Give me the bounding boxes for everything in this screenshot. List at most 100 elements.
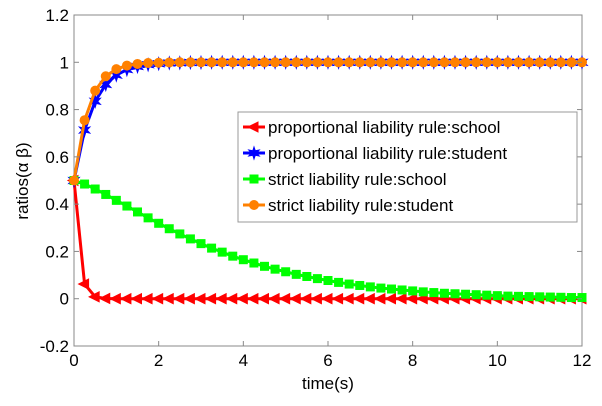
- data-point: [534, 57, 545, 68]
- data-point: [185, 234, 195, 244]
- y-tick-label: 0: [60, 290, 69, 309]
- data-point: [492, 291, 502, 301]
- data-point: [217, 247, 227, 257]
- y-tick-label: 0.4: [45, 195, 69, 214]
- data-point: [577, 293, 587, 303]
- data-point: [280, 57, 291, 68]
- data-point: [333, 57, 344, 68]
- data-point: [481, 57, 492, 68]
- x-tick-label: 8: [408, 351, 417, 370]
- data-point: [175, 229, 185, 239]
- data-point: [344, 57, 355, 68]
- data-point: [90, 85, 101, 96]
- data-point: [386, 57, 397, 68]
- data-point: [461, 289, 471, 299]
- data-point: [249, 258, 259, 268]
- data-point: [227, 57, 238, 68]
- data-point: [566, 293, 576, 303]
- data-point: [514, 291, 523, 301]
- legend-item: proportional liability rule:student: [243, 144, 507, 163]
- data-point: [111, 64, 122, 75]
- data-point: [100, 71, 111, 82]
- data-point: [248, 57, 259, 68]
- data-point: [217, 57, 228, 68]
- legend-marker: [247, 145, 261, 161]
- data-point: [407, 57, 418, 68]
- data-point: [196, 57, 206, 68]
- data-point: [174, 57, 185, 68]
- data-point: [418, 287, 428, 297]
- data-point: [482, 290, 492, 300]
- data-point: [122, 201, 132, 211]
- data-point: [439, 288, 449, 298]
- data-point: [77, 278, 90, 290]
- data-point: [566, 57, 577, 68]
- data-point: [312, 274, 322, 284]
- x-tick-label: 6: [323, 351, 332, 370]
- data-point: [281, 267, 291, 277]
- x-tick-label: 10: [488, 351, 507, 370]
- x-tick-label: 12: [573, 351, 592, 370]
- data-point: [471, 290, 481, 300]
- y-tick-label: 1.2: [45, 6, 69, 25]
- data-point: [77, 122, 92, 138]
- data-point: [365, 282, 375, 292]
- data-point: [492, 57, 503, 68]
- data-point: [270, 264, 280, 274]
- legend-marker: [249, 174, 259, 184]
- legend: proportional liability rule:school propor…: [237, 111, 578, 223]
- y-tick-label: 1: [60, 53, 69, 72]
- data-point: [238, 255, 248, 265]
- data-point: [270, 57, 281, 68]
- legend-marker: [246, 121, 259, 133]
- data-point: [79, 115, 90, 126]
- data-point: [69, 175, 79, 186]
- data-point: [259, 57, 270, 68]
- data-point: [429, 288, 439, 298]
- legend-box: [237, 111, 578, 223]
- legend-label: proportional liability rule:student: [268, 144, 507, 163]
- data-point: [344, 279, 354, 289]
- x-axis-label: time(s): [302, 374, 354, 393]
- data-point: [502, 57, 513, 68]
- data-point: [133, 207, 142, 217]
- x-tick-label: 0: [69, 351, 78, 370]
- legend-marker: [249, 200, 259, 210]
- y-axis: -0.2 0 0.2 0.4 0.6 0.8 1 1.2: [40, 6, 582, 356]
- series-3: [69, 57, 587, 186]
- legend-label: proportional liability rule:school: [268, 118, 500, 137]
- series-layer: [66, 54, 589, 305]
- data-point: [503, 291, 513, 301]
- data-point: [301, 57, 312, 68]
- data-point: [471, 57, 482, 68]
- data-point: [354, 57, 365, 68]
- data-point: [88, 291, 100, 303]
- data-point: [291, 57, 302, 68]
- x-tick-label: 4: [239, 351, 248, 370]
- data-point: [101, 189, 111, 199]
- x-tick-label: 2: [154, 351, 163, 370]
- data-point: [524, 57, 535, 68]
- data-point: [439, 57, 450, 68]
- data-point: [132, 58, 143, 69]
- y-tick-label: 0.6: [45, 148, 69, 167]
- data-point: [556, 292, 566, 302]
- data-point: [387, 284, 396, 294]
- data-point: [545, 292, 555, 302]
- data-point: [196, 239, 206, 249]
- data-point: [460, 57, 471, 68]
- data-point: [111, 195, 121, 205]
- data-point: [80, 179, 90, 189]
- data-point: [365, 57, 376, 68]
- data-point: [334, 277, 344, 287]
- data-point: [207, 243, 217, 253]
- y-tick-label: 0.2: [45, 242, 69, 261]
- data-point: [88, 93, 102, 109]
- y-tick-label: -0.2: [40, 337, 69, 356]
- data-point: [408, 286, 418, 296]
- data-point: [376, 283, 386, 293]
- data-point: [206, 57, 217, 68]
- data-point: [513, 57, 524, 68]
- data-point: [450, 289, 460, 299]
- data-point: [524, 292, 534, 302]
